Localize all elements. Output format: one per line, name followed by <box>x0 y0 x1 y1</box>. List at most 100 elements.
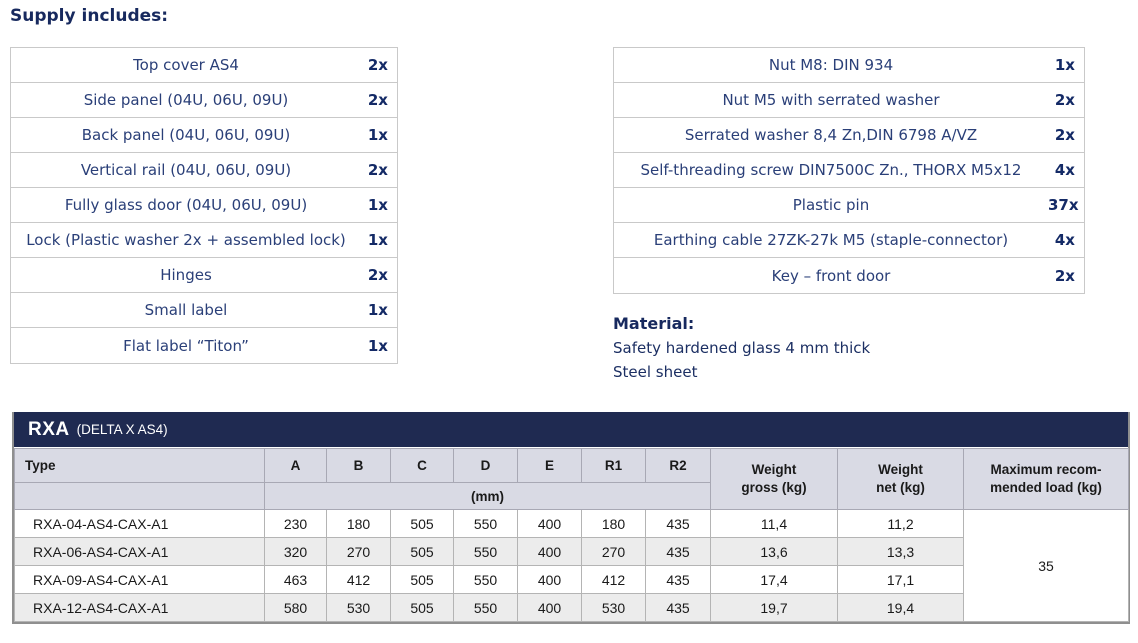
supply-item-qty: 2x <box>367 266 388 284</box>
supply-item-name: Back panel (04U, 06U, 09U) <box>81 126 291 144</box>
supply-item-qty: 2x <box>1054 126 1075 144</box>
supply-row: Plastic pin 37x <box>614 188 1084 223</box>
supply-item-name: Fully glass door (04U, 06U, 09U) <box>64 196 308 214</box>
supply-item-qty: 1x <box>367 231 388 249</box>
cell-dim: 530 <box>581 593 646 622</box>
supply-row: Earthing cable 27ZK-27k M5 (staple-conne… <box>614 223 1084 258</box>
supply-item-qty: 2x <box>1054 266 1075 285</box>
spec-table: RXA (DELTA X AS4) Type A B C D E R1 R2 <box>12 412 1130 624</box>
supply-row: Self-threading screw DIN7500C Zn., THORX… <box>614 153 1084 188</box>
supply-item-name: Flat label “Titon” <box>123 336 249 355</box>
cell-weight-net: 13,3 <box>837 537 964 566</box>
supply-row: Serrated washer 8,4 Zn,DIN 6798 A/VZ 2x <box>614 118 1084 153</box>
cell-dim: 435 <box>645 593 711 622</box>
col-header-dim: B <box>326 448 391 483</box>
cell-dim: 435 <box>645 565 711 594</box>
cell-type: RXA-04-AS4-CAX-A1 <box>14 509 265 538</box>
cell-dim: 230 <box>264 509 327 538</box>
table-row: RXA-06-AS4-CAX-A1 320 270 505 550 400 27… <box>14 537 1129 566</box>
col-header-max-load: Maximum recom- mended load (kg) <box>963 448 1129 510</box>
supply-item-name: Lock (Plastic washer 2x + assembled lock… <box>26 231 346 249</box>
cell-dim: 530 <box>326 593 391 622</box>
table-row: RXA-09-AS4-CAX-A1 463 412 505 550 400 41… <box>14 565 1129 594</box>
spec-header-row: Type A B C D E R1 R2 Weight gross (kg) W… <box>14 448 1129 510</box>
cell-dim: 320 <box>264 537 327 566</box>
table-row: RXA-12-AS4-CAX-A1 580 530 505 550 400 53… <box>14 593 1129 622</box>
cell-dim: 505 <box>390 593 454 622</box>
cell-dim: 463 <box>264 565 327 594</box>
empty-header-cell <box>14 482 265 510</box>
supply-item-name: Earthing cable 27ZK-27k M5 (staple-conne… <box>653 231 1009 249</box>
supply-item-name: Key – front door <box>771 266 891 285</box>
col-header-dim: D <box>453 448 518 483</box>
cell-weight-gross: 13,6 <box>710 537 838 566</box>
supply-list-left: Top cover AS4 2x Side panel (04U, 06U, 0… <box>10 47 398 364</box>
cell-weight-gross: 17,4 <box>710 565 838 594</box>
cell-dim: 400 <box>517 509 582 538</box>
table-row: RXA-04-AS4-CAX-A1 230 180 505 550 400 18… <box>14 509 1129 622</box>
cell-dim: 180 <box>326 509 391 538</box>
col-header-type: Type <box>14 448 265 483</box>
supply-includes-heading: Supply includes: <box>10 6 169 26</box>
cell-dim: 180 <box>581 509 646 538</box>
cell-weight-gross: 19,7 <box>710 593 838 622</box>
cell-dim: 435 <box>645 509 711 538</box>
col-header-dim: A <box>264 448 327 483</box>
supply-row: Hinges 2x <box>11 258 397 293</box>
cell-dim: 505 <box>390 509 454 538</box>
material-line: Steel sheet <box>613 363 698 381</box>
cell-dim: 505 <box>390 565 454 594</box>
series-subtitle: (DELTA X AS4) <box>76 422 168 437</box>
supply-item-qty: 1x <box>367 196 388 214</box>
supply-item-qty: 1x <box>367 126 388 144</box>
supply-item-qty: 1x <box>1054 56 1075 74</box>
cell-dim: 435 <box>645 537 711 566</box>
supply-row: Back panel (04U, 06U, 09U) 1x <box>11 118 397 153</box>
cell-weight-net: 17,1 <box>837 565 964 594</box>
cell-weight-net: 11,2 <box>837 509 964 538</box>
cell-weight-gross: 11,4 <box>710 509 838 538</box>
supply-item-qty: 2x <box>367 91 388 109</box>
col-header-dim: E <box>517 448 582 483</box>
material-heading: Material: <box>613 314 695 333</box>
series-name: RXA <box>28 418 70 440</box>
supply-row: Flat label “Titon” 1x <box>11 328 397 363</box>
spec-table-title-bar: RXA (DELTA X AS4) <box>14 412 1128 448</box>
cell-dim: 580 <box>264 593 327 622</box>
supply-item-qty: 4x <box>1054 161 1075 179</box>
cell-dim: 550 <box>453 593 518 622</box>
supply-row: Fully glass door (04U, 06U, 09U) 1x <box>11 188 397 223</box>
cell-max-load: 35 <box>963 509 1129 622</box>
supply-item-qty: 37x <box>1048 196 1079 214</box>
col-header-dim: C <box>390 448 454 483</box>
supply-row: Key – front door 2x <box>614 258 1084 293</box>
supply-item-name: Nut M8: DIN 934 <box>768 56 894 74</box>
col-header-weight-gross: Weight gross (kg) <box>710 448 838 510</box>
supply-item-qty: 4x <box>1054 231 1075 249</box>
cell-dim: 550 <box>453 509 518 538</box>
supply-row: Nut M5 with serrated washer 2x <box>614 83 1084 118</box>
material-line: Safety hardened glass 4 mm thick <box>613 339 871 357</box>
cell-dim: 412 <box>326 565 391 594</box>
cell-dim: 505 <box>390 537 454 566</box>
supply-item-name: Hinges <box>160 266 212 284</box>
supply-list-right: Nut M8: DIN 934 1x Nut M5 with serrated … <box>613 47 1085 294</box>
supply-item-name: Plastic pin <box>792 196 870 214</box>
supply-item-qty: 2x <box>367 56 388 74</box>
supply-item-qty: 1x <box>367 301 388 319</box>
cell-dim: 270 <box>581 537 646 566</box>
cell-dim: 550 <box>453 537 518 566</box>
unit-header-cell: (mm) <box>264 482 711 510</box>
col-header-dim: R1 <box>581 448 646 483</box>
col-header-weight-net: Weight net (kg) <box>837 448 964 510</box>
cell-type: RXA-06-AS4-CAX-A1 <box>14 537 265 566</box>
col-header-dim: R2 <box>645 448 711 483</box>
supply-row: Small label 1x <box>11 293 397 328</box>
supply-item-name: Serrated washer 8,4 Zn,DIN 6798 A/VZ <box>684 126 978 144</box>
supply-item-qty: 1x <box>367 336 388 355</box>
supply-item-name: Self-threading screw DIN7500C Zn., THORX… <box>640 161 1022 179</box>
supply-row: Nut M8: DIN 934 1x <box>614 48 1084 83</box>
cell-dim: 400 <box>517 565 582 594</box>
cell-dim: 400 <box>517 593 582 622</box>
